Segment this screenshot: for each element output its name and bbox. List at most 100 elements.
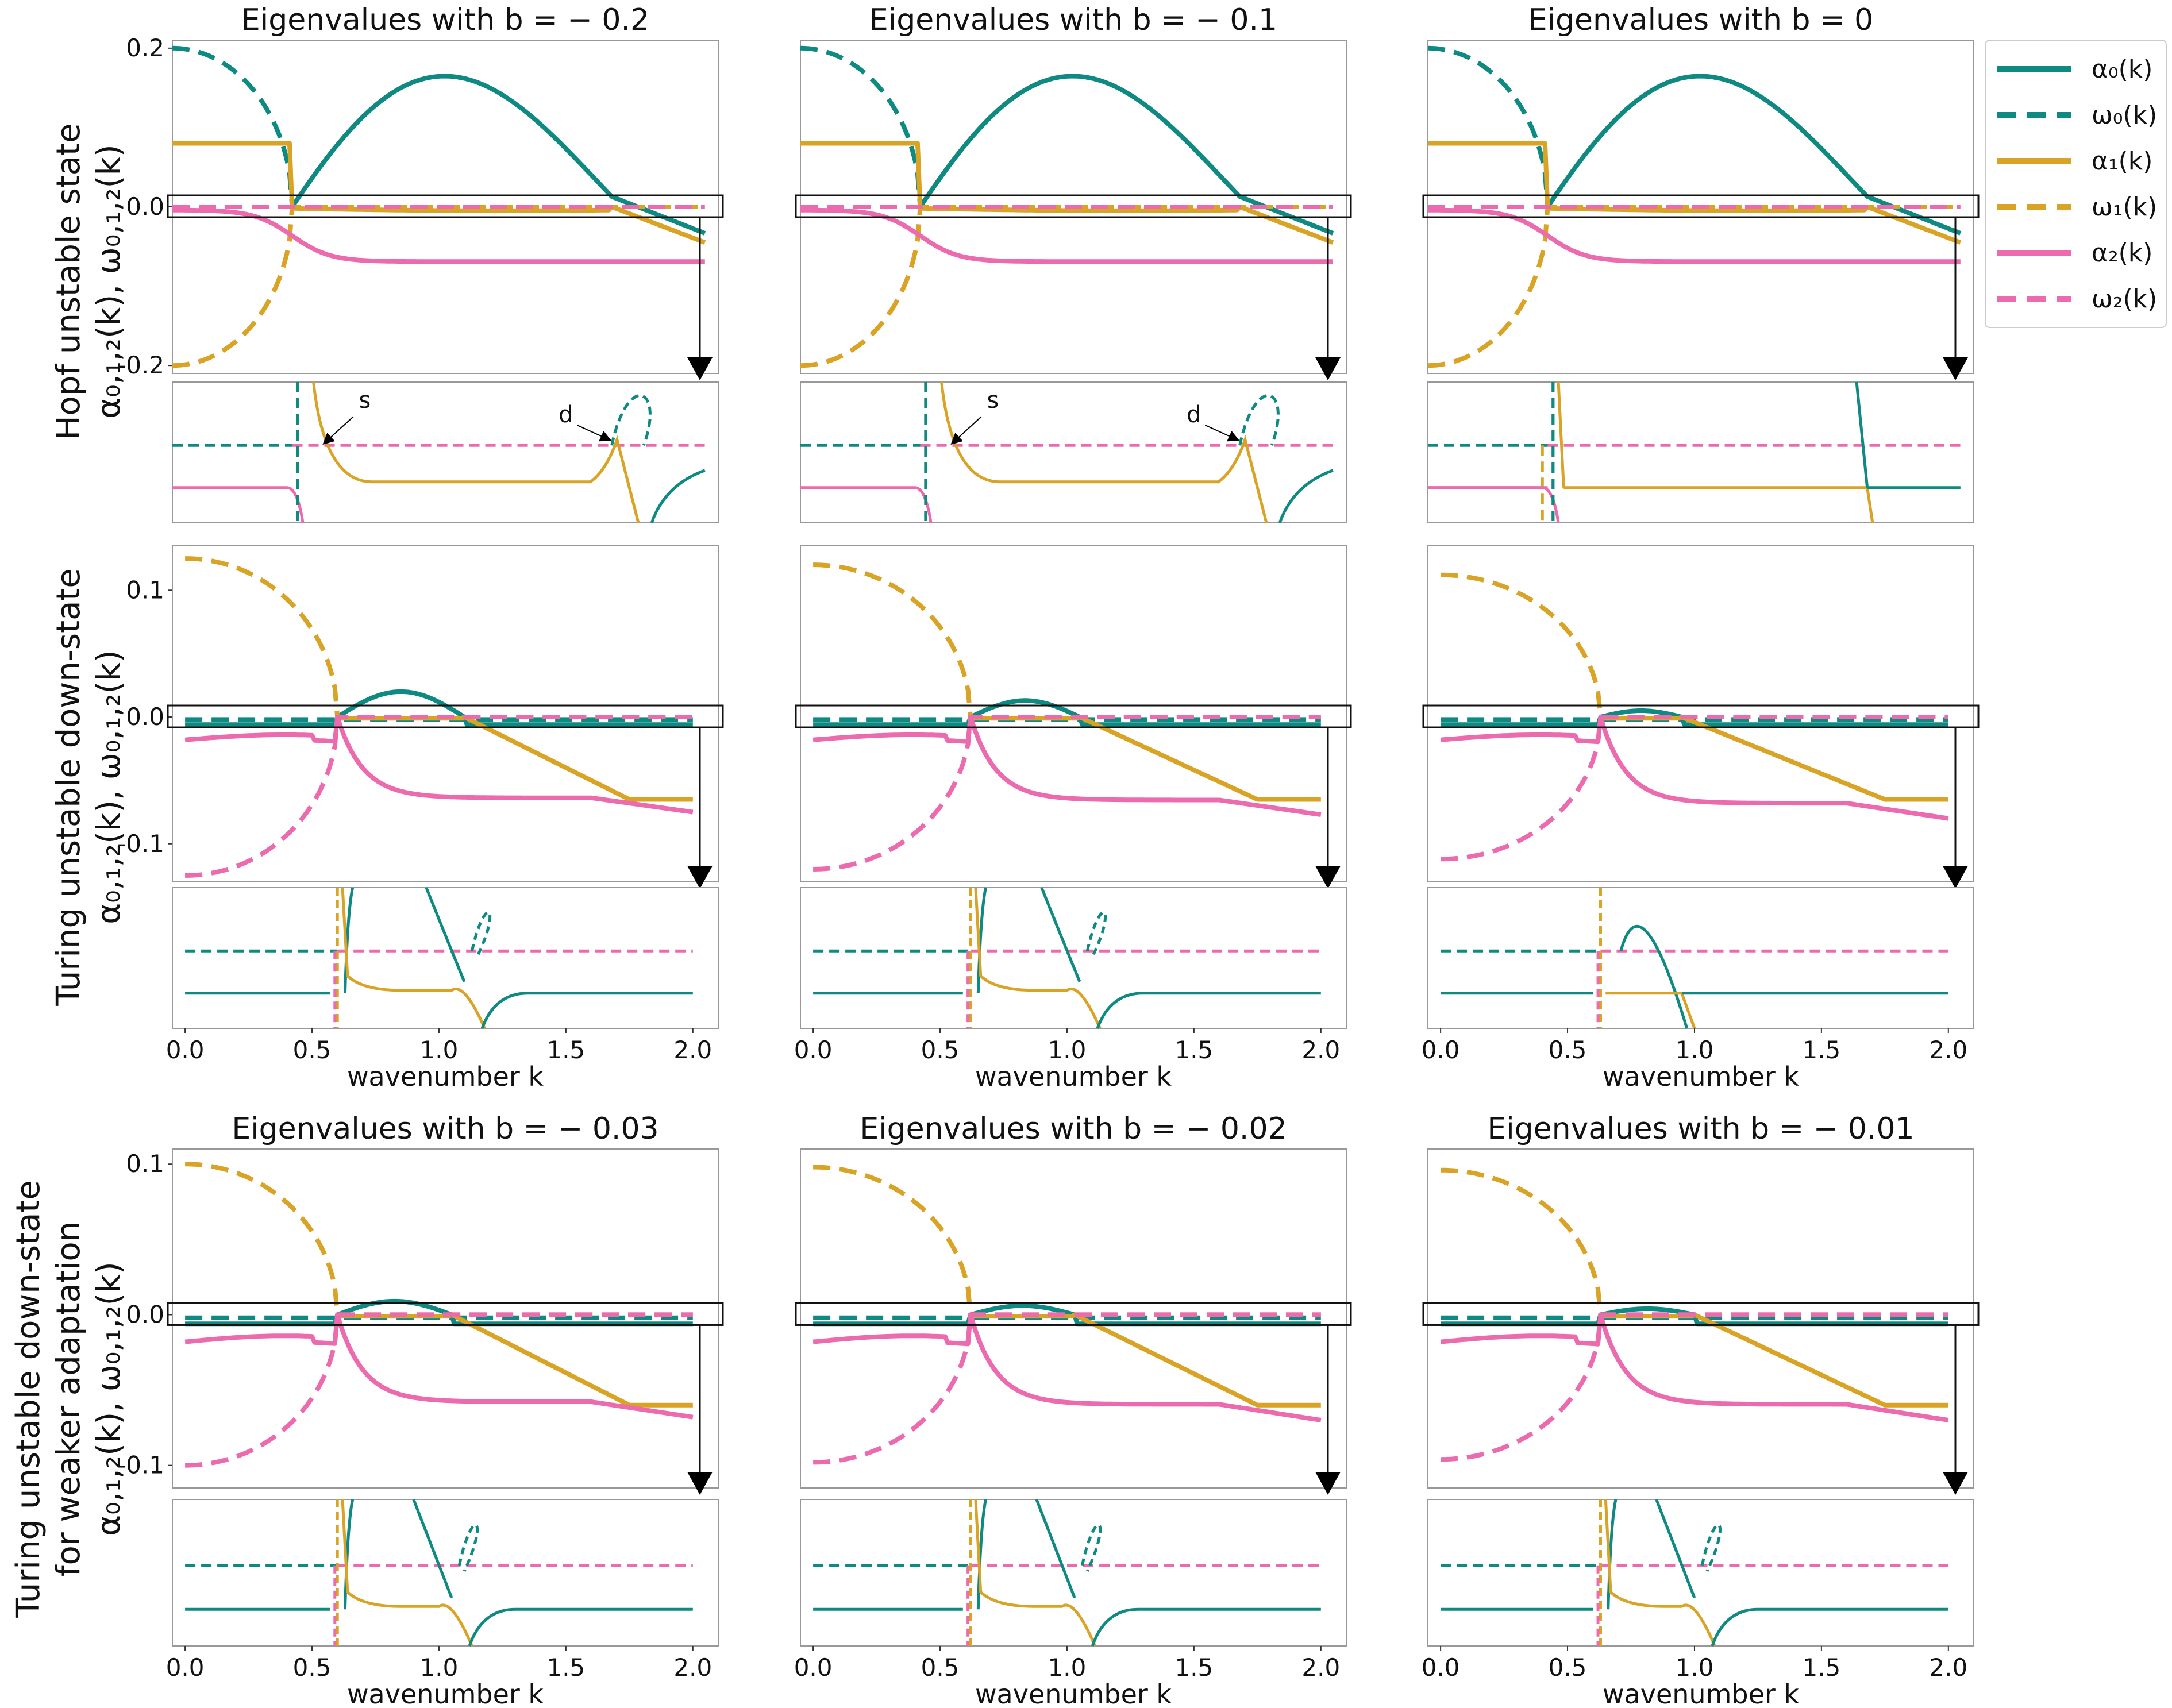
panel-0-0: Eigenvalues with b = − 0.20.20.0-0.2sd bbox=[117, 3, 724, 523]
series-alpha2 bbox=[1440, 1312, 1949, 1422]
series-omega1 bbox=[1427, 205, 1961, 368]
row-label-line: Turing unstable down-state bbox=[50, 568, 87, 1007]
zoom-alpha0-fall bbox=[1040, 887, 1081, 982]
plot-frame bbox=[1427, 545, 1974, 882]
annotation-d: d bbox=[559, 402, 573, 428]
legend-label: α₁(k) bbox=[2092, 146, 2152, 176]
x-tick-label: 2.0 bbox=[1301, 1036, 1340, 1064]
row-label-2: Turing unstable down-state for weaker ada… bbox=[10, 1180, 128, 1618]
y-tick-label: 0.0 bbox=[126, 192, 164, 221]
zoom-alpha0-rise bbox=[343, 1499, 355, 1610]
zoom-arrow-head bbox=[687, 1472, 713, 1495]
x-tick-label: 1.0 bbox=[1048, 1036, 1087, 1064]
panel-title: Eigenvalues with b = − 0.01 bbox=[1487, 1112, 1914, 1146]
zoom-alpha0-right bbox=[1096, 992, 1321, 1029]
zoom-arrow-head bbox=[687, 866, 713, 889]
series-omega2 bbox=[813, 715, 1321, 872]
zoom-curves: sd bbox=[172, 381, 706, 523]
zoom-alpha1 bbox=[312, 381, 640, 523]
zoom-arrow-head bbox=[687, 357, 713, 380]
zoom-alpha0-tail bbox=[650, 469, 706, 523]
zoom-alpha0-rise bbox=[343, 887, 355, 993]
zoom-curves bbox=[185, 887, 693, 1029]
zoom-alpha0-right bbox=[1711, 1607, 1948, 1647]
zoom-frame bbox=[172, 887, 719, 1029]
zoom-box bbox=[795, 194, 1352, 218]
zoom-arrow-head bbox=[1315, 357, 1341, 380]
annotation-d: d bbox=[1187, 402, 1201, 428]
series-alpha0 bbox=[185, 1298, 693, 1327]
x-tick-label: 1.0 bbox=[1676, 1036, 1714, 1064]
row-label-line: Turing unstable down-state bbox=[10, 1180, 47, 1618]
x-tick-label: 2.0 bbox=[673, 1036, 712, 1064]
series-alpha0 bbox=[185, 689, 693, 727]
legend-label: α₂(k) bbox=[2092, 238, 2152, 268]
zoom-alpha1 bbox=[940, 381, 1268, 523]
x-tick-label: 2.0 bbox=[1929, 1036, 1967, 1064]
panels: Eigenvalues with b = − 0.20.20.0-0.2sdEi… bbox=[117, 3, 1980, 1708]
series-omega2 bbox=[185, 1312, 693, 1468]
zoom-arrow-head bbox=[1943, 1472, 1968, 1495]
series-alpha2 bbox=[800, 207, 1333, 264]
zoom-alpha0-rise bbox=[1607, 1499, 1618, 1610]
panel-2-1: Eigenvalues with b = − 0.02 0.0 0.5 1.0 1.5 2… bbox=[794, 1112, 1352, 1708]
series-omega2 bbox=[185, 715, 693, 878]
zoom-alpha1 bbox=[974, 887, 1102, 1029]
panel-title: Eigenvalues with b = − 0.2 bbox=[241, 3, 649, 37]
zoom-arrow-head bbox=[1943, 866, 1968, 889]
zoom-alpha0-tail bbox=[1278, 469, 1334, 523]
panel-1-0: 0.1 0.0 -0.1 0.0 0.5 1.0 1.5 2.0 wavenumber k bbox=[117, 545, 724, 1092]
series-alpha2 bbox=[184, 1312, 694, 1420]
annotation-d-arrow bbox=[576, 425, 612, 442]
zoom-arrow-head bbox=[1943, 357, 1968, 380]
x-tick-label: 1.5 bbox=[546, 1653, 585, 1682]
panel-title: Eigenvalues with b = − 0.02 bbox=[860, 1112, 1287, 1146]
x-tick-label: 0.5 bbox=[921, 1036, 960, 1064]
row-label-line: Hopf unstable state bbox=[50, 123, 87, 439]
x-axis-label: wavenumber k bbox=[347, 1061, 544, 1092]
plot-frame bbox=[172, 545, 719, 882]
x-tick-label: 1.5 bbox=[546, 1036, 585, 1064]
zoom-alpha1-tail bbox=[1680, 992, 1696, 1029]
x-tick-label: 1.0 bbox=[420, 1653, 459, 1682]
zoom-alpha1-tail bbox=[1866, 487, 1874, 523]
x-tick-label: 1.5 bbox=[1174, 1653, 1213, 1682]
legend: α₀(k) ω₀(k) α₁(k) ω₁(k) α₂(k) ω₂(k) bbox=[1985, 40, 2167, 328]
x-axis-label: wavenumber k bbox=[347, 1679, 544, 1708]
zoom-alpha0-vert bbox=[1855, 381, 1869, 488]
panel-2-0: Eigenvalues with b = − 0.03 0.1 0.0 -0.1 0.0… bbox=[117, 1112, 724, 1708]
annotation-d-arrow bbox=[1204, 425, 1240, 442]
row-label-line: for weaker adaptation bbox=[50, 1221, 87, 1576]
series-alpha2 bbox=[812, 1312, 1322, 1422]
x-axis-label: wavenumber k bbox=[975, 1061, 1172, 1092]
legend-label: ω₂(k) bbox=[2092, 284, 2157, 314]
panel-2-2: Eigenvalues with b = − 0.01 0.0 0.5 1.0 1.5 2… bbox=[1422, 1112, 1980, 1708]
x-tick-label: 0.5 bbox=[921, 1653, 960, 1682]
row-label-1: Turing unstable down-state α₀,₁,₂(k), ω₀,… bbox=[50, 568, 128, 1007]
legend-label: ω₁(k) bbox=[2092, 192, 2157, 222]
zoom-omega0-loop bbox=[1700, 1524, 1722, 1572]
x-tick-label: 1.0 bbox=[1676, 1653, 1714, 1682]
zoom-omega0-loop bbox=[1081, 1524, 1102, 1572]
zoom-alpha1 bbox=[1604, 1499, 1716, 1647]
zoom-alpha1-vert bbox=[1557, 381, 1565, 488]
x-tick-label: 1.5 bbox=[1802, 1653, 1840, 1682]
zoom-omega0-loop bbox=[457, 1524, 479, 1572]
zoom-alpha1 bbox=[974, 1499, 1096, 1647]
zoom-curves bbox=[813, 1499, 1321, 1647]
x-tick-label: 0.0 bbox=[1422, 1653, 1460, 1682]
row-label-line: α₀,₁,₂(k), ω₀,₁,₂(k) bbox=[90, 1262, 128, 1536]
series-alpha2 bbox=[1428, 207, 1961, 264]
zoom-box bbox=[167, 1302, 724, 1326]
zoom-box bbox=[1422, 1302, 1980, 1326]
row-label-line: α₀,₁,₂(k), ω₀,₁,₂(k) bbox=[90, 144, 128, 419]
y-tick-label: -0.2 bbox=[117, 351, 164, 379]
zoom-box bbox=[1422, 704, 1980, 728]
row-label-line: α₀,₁,₂(k), ω₀,₁,₂(k) bbox=[90, 650, 128, 924]
zoom-alpha0-right bbox=[480, 992, 693, 1029]
zoom-box bbox=[1422, 194, 1980, 218]
zoom-curves bbox=[813, 887, 1321, 1029]
x-tick-label: 2.0 bbox=[1301, 1653, 1340, 1682]
zoom-frame bbox=[1427, 887, 1974, 1029]
x-axis-label: wavenumber k bbox=[1603, 1679, 1799, 1708]
